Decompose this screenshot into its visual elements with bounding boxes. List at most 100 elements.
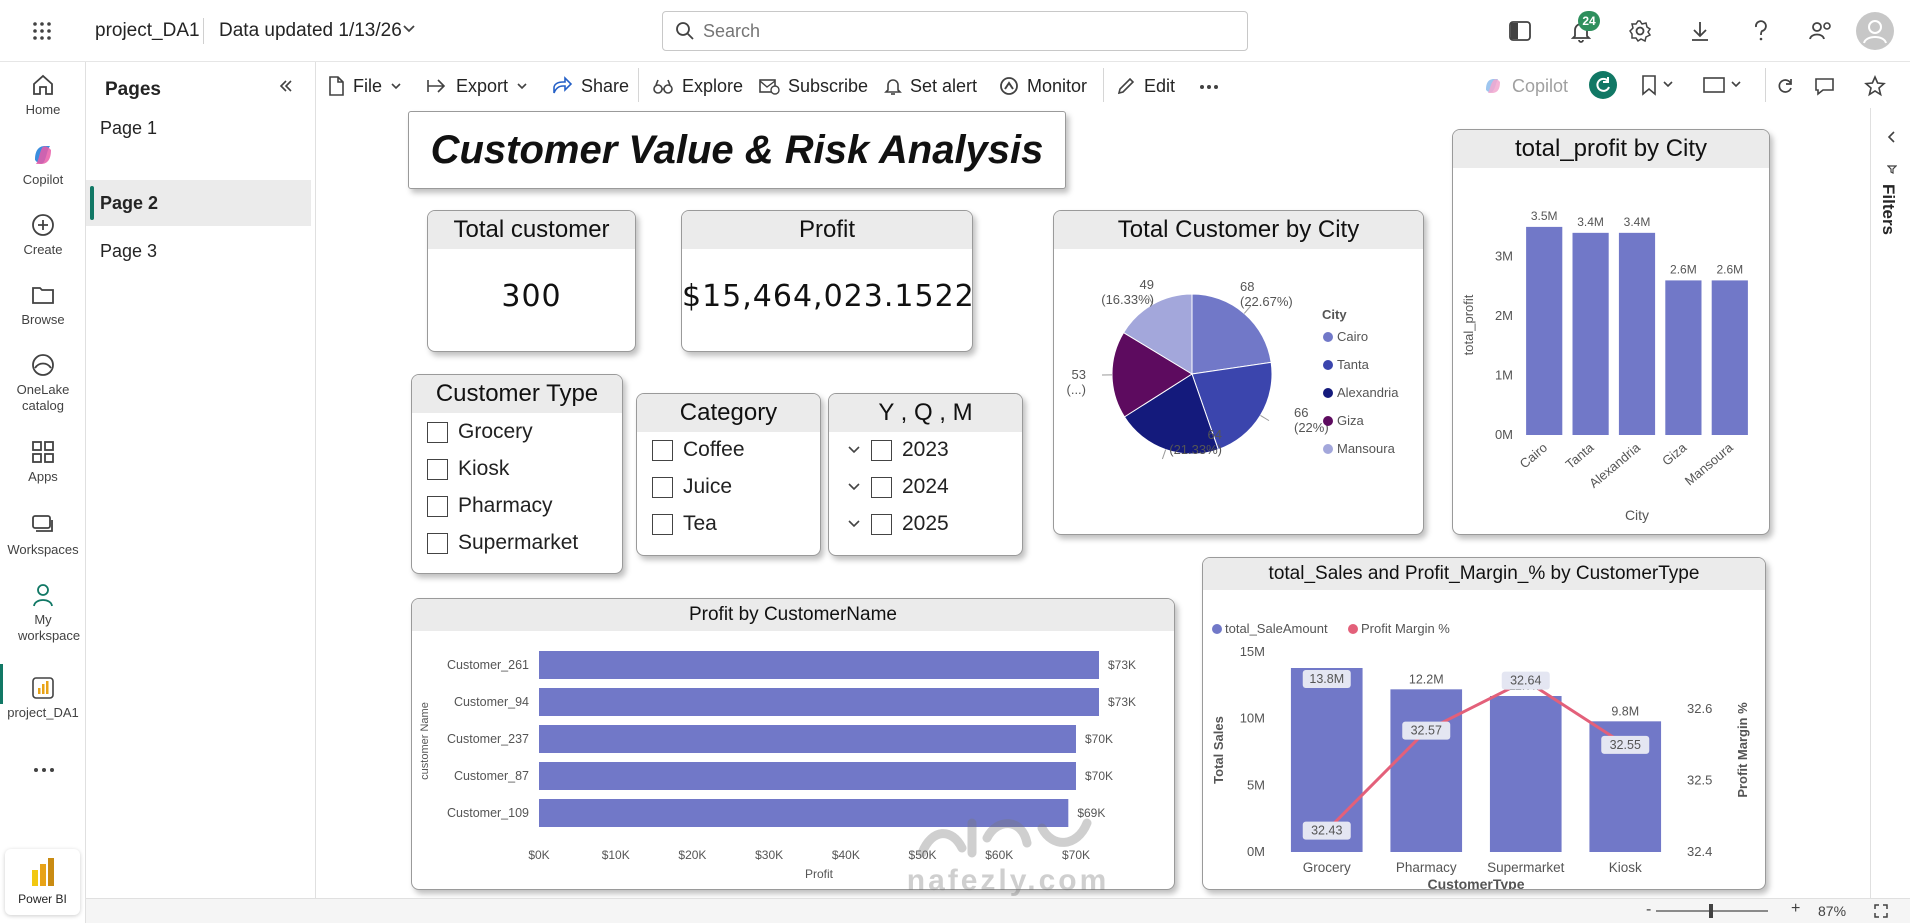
panel-toggle-icon[interactable] (1508, 19, 1532, 43)
bar-chart[interactable]: 0M 1M 2M 3M 3.5M Cairo 3.4M Tanta 3.4M Alexandria… (1453, 168, 1770, 534)
filters-pane[interactable]: Filters (1870, 108, 1910, 898)
set-alert-button[interactable]: Set alert (884, 74, 977, 98)
comment-icon[interactable] (1814, 76, 1836, 96)
collapse-double-chevron-icon[interactable] (278, 78, 294, 94)
share-people-icon[interactable] (1808, 19, 1834, 43)
pie-data-label: 68 (1240, 279, 1254, 294)
y-tick-label: Customer_237 (447, 732, 529, 746)
bar (1526, 226, 1563, 435)
search-box[interactable] (662, 11, 1248, 51)
bar (1665, 280, 1702, 435)
zoom-level[interactable]: 87% (1818, 903, 1847, 919)
more-options-icon[interactable] (33, 767, 55, 773)
nav-workspaces[interactable]: Workspaces (0, 512, 86, 557)
checkbox[interactable] (871, 439, 892, 461)
monitor-button[interactable]: Monitor (999, 74, 1087, 98)
top-bar: project_DA1 Data updated 1/13/26 24 (0, 0, 1910, 62)
subscribe-button[interactable]: Subscribe (758, 74, 868, 98)
explore-button[interactable]: Explore (652, 74, 743, 98)
app-launcher-icon[interactable] (32, 21, 52, 41)
slicer-option-juice[interactable]: Juice (652, 475, 732, 499)
star-icon[interactable] (1864, 75, 1886, 97)
slicer-year-quarter-month[interactable]: Y , Q , M 2023 2024 2025 (828, 393, 1023, 556)
pages-panel: Pages Page 1 Page 2 Page 3 (86, 62, 316, 898)
x-axis-title: Profit (805, 867, 834, 881)
slicer-option-2024[interactable]: 2024 (847, 475, 949, 499)
kpi-profit-card[interactable]: Profit $15,464,023.1522 (681, 210, 973, 352)
share-button[interactable]: Share (551, 74, 629, 98)
copilot-button[interactable]: Copilot (1482, 74, 1568, 98)
option-label: Tea (683, 512, 717, 535)
nav-browse[interactable]: Browse (0, 282, 86, 327)
nav-copilot[interactable]: Copilot (0, 142, 86, 187)
chevron-down-icon[interactable] (847, 519, 861, 529)
file-menu[interactable]: File (327, 74, 402, 98)
export-menu[interactable]: Export (426, 74, 528, 98)
bookmark-icon[interactable] (1640, 74, 1676, 96)
checkbox[interactable] (652, 513, 673, 535)
slicer-option-tea[interactable]: Tea (652, 512, 717, 536)
powerbi-switcher[interactable]: Power BI (5, 849, 80, 915)
checkbox[interactable] (427, 421, 448, 443)
zoom-in-button[interactable]: + (1791, 900, 1801, 917)
chevron-down-icon[interactable] (847, 482, 861, 492)
chevron-down-icon[interactable] (847, 445, 861, 455)
nav-project[interactable]: project_DA1 (0, 675, 86, 720)
slicer-option-grocery[interactable]: Grocery (427, 420, 533, 444)
nav-my-workspace[interactable]: My workspace (0, 582, 86, 644)
edit-button[interactable]: Edit (1116, 74, 1175, 98)
help-icon[interactable] (1751, 19, 1771, 43)
nav-onelake[interactable]: OneLake catalog (0, 352, 86, 414)
slicer-option-2023[interactable]: 2023 (847, 438, 949, 462)
checkbox[interactable] (427, 458, 448, 480)
search-input[interactable] (703, 20, 1223, 42)
chevron-down-icon[interactable] (402, 24, 416, 34)
zoom-slider-thumb[interactable] (1709, 904, 1713, 918)
gear-icon[interactable] (1628, 19, 1652, 43)
checkbox[interactable] (652, 439, 673, 461)
zoom-slider[interactable] (1656, 904, 1768, 918)
bar-data-label: 3.4M (1577, 215, 1604, 229)
avatar[interactable] (1856, 12, 1894, 50)
page-tab-2[interactable]: Page 2 (86, 180, 311, 226)
pie-chart[interactable]: 68(22.67%) 66(22%) 64(21.33%) 53(...) 49(16.… (1054, 249, 1424, 534)
refresh-icon[interactable] (1775, 76, 1795, 96)
refresh-circle-icon[interactable] (1589, 71, 1617, 99)
zoom-out-button[interactable]: - (1646, 901, 1652, 918)
report-icon (32, 677, 54, 699)
slicer-option-coffee[interactable]: Coffee (652, 438, 745, 462)
checkbox[interactable] (871, 513, 892, 535)
bar-chart[interactable]: Customer_261 $73K Customer_94 $73K Customer_… (412, 631, 1175, 890)
checkbox[interactable] (871, 476, 892, 498)
slicer-customer-type[interactable]: Customer Type Grocery Kiosk Pharmacy Sup… (411, 374, 623, 574)
view-mode-icon[interactable] (1702, 76, 1742, 94)
slicer-option-pharmacy[interactable]: Pharmacy (427, 494, 553, 518)
page-tab-1[interactable]: Page 1 (100, 118, 158, 138)
data-updated-label[interactable]: Data updated 1/13/26 (219, 20, 402, 41)
more-actions-icon[interactable] (1199, 84, 1219, 90)
checkbox[interactable] (427, 532, 448, 554)
report-title-card: Customer Value & Risk Analysis (408, 111, 1066, 189)
expand-chevron-icon[interactable] (1885, 130, 1897, 144)
fit-page-icon[interactable] (1873, 903, 1889, 919)
checkbox[interactable] (652, 476, 673, 498)
chart-card-sales-margin[interactable]: total_Sales and Profit_Margin_% by Custo… (1202, 557, 1766, 890)
nav-home[interactable]: Home (0, 72, 86, 117)
download-icon[interactable] (1689, 19, 1711, 43)
chart-card-profit-by-city[interactable]: total_profit by City 0M 1M 2M 3M 3.5M Cairo 3.… (1452, 129, 1770, 535)
y-tick-label: Customer_94 (454, 695, 529, 709)
slicer-category[interactable]: Category Coffee Juice Tea (636, 393, 821, 556)
nav-apps[interactable]: Apps (0, 439, 86, 484)
chart-card-total-customer-by-city[interactable]: Total Customer by City 68 (22.67%) 66 (22%)… (1053, 210, 1424, 535)
slicer-option-2025[interactable]: 2025 (847, 512, 949, 536)
nav-create[interactable]: Create (0, 212, 86, 257)
checkbox[interactable] (427, 495, 448, 517)
line-data-label: 32.57 (1411, 724, 1442, 738)
combo-chart[interactable]: total_SaleAmount Profit Margin % 0M 5M 10M 15… (1203, 590, 1766, 890)
chart-card-profit-by-customer[interactable]: Profit by CustomerName Customer_261 $73K C… (411, 598, 1175, 890)
kpi-total-customer-card[interactable]: Total customer 300 (427, 210, 636, 352)
slicer-option-supermarket[interactable]: Supermarket (427, 531, 578, 555)
page-tab-3[interactable]: Page 3 (100, 241, 158, 261)
slicer-option-kiosk[interactable]: Kiosk (427, 457, 509, 481)
workspace-item-title[interactable]: project_DA1 (95, 20, 200, 41)
